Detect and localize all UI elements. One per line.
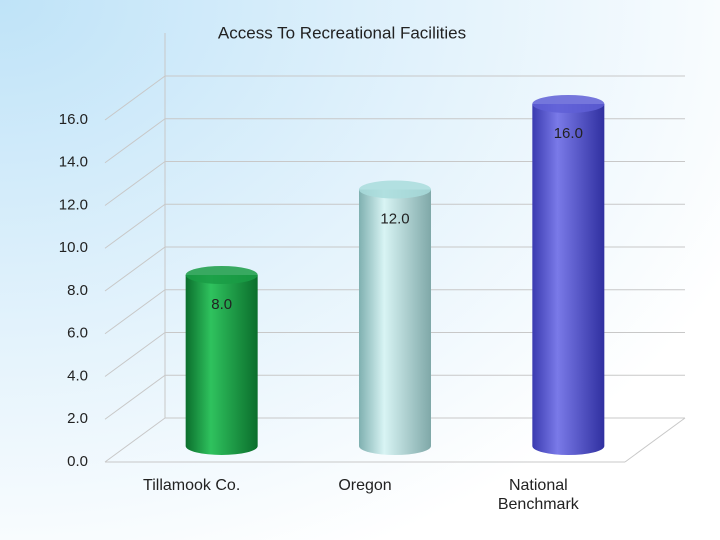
data-label: 16.0 (554, 125, 583, 142)
axis-line (624, 417, 686, 463)
y-tick-label: 14.0 (59, 154, 88, 171)
grid-line (104, 374, 166, 420)
bar (532, 95, 605, 455)
x-tick-label: National Benchmark (497, 477, 579, 513)
bar (185, 266, 258, 455)
grid-line (104, 332, 166, 377)
data-label: 12.0 (380, 210, 409, 227)
grid-line (104, 75, 166, 121)
data-label: 8.0 (211, 296, 232, 313)
x-tick-label: Tillamook Co. (143, 477, 241, 494)
grid-line (104, 289, 166, 335)
grid-line (104, 161, 166, 206)
grid-line (104, 417, 166, 463)
y-tick-label: 4.0 (67, 367, 88, 384)
chart-title: Access To Recreational Facilities (218, 23, 466, 42)
grid-line (104, 203, 166, 249)
bar (359, 180, 431, 455)
y-tick-label: 2.0 (67, 410, 88, 427)
y-tick-label: 10.0 (59, 239, 88, 256)
y-tick-label: 12.0 (59, 196, 88, 213)
y-tick-label: 16.0 (59, 111, 88, 128)
y-tick-label: 0.0 (67, 453, 88, 470)
grid-line (104, 246, 166, 292)
y-tick-label: 6.0 (67, 325, 88, 342)
x-tick-label: Oregon (338, 477, 392, 494)
y-tick-label: 8.0 (67, 282, 88, 299)
grid-line (104, 118, 166, 164)
